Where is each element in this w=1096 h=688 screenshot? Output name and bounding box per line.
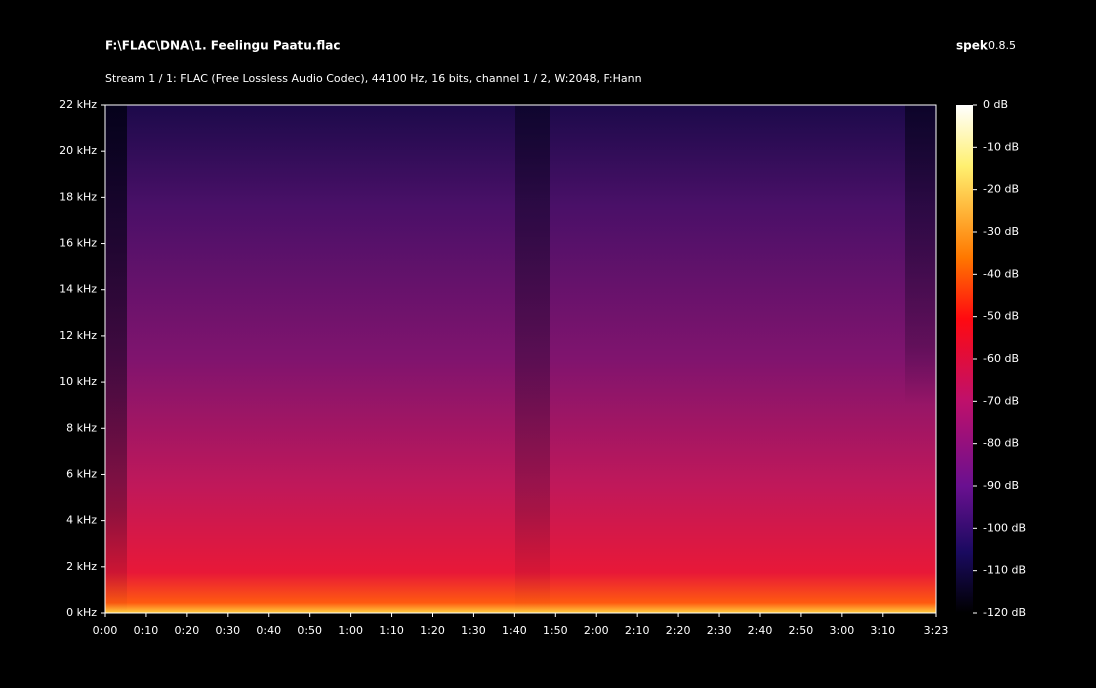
y-tick-label: 16 kHz [59, 237, 97, 250]
colorbar-label: -30 dB [983, 225, 1019, 238]
x-tick-label: 2:50 [789, 624, 814, 637]
colorbar-label: -70 dB [983, 394, 1019, 407]
plot-frame [104, 104, 937, 614]
colorbar-label: -110 dB [983, 564, 1026, 577]
y-tick-label: 14 kHz [59, 283, 97, 296]
x-tick-label: 3:10 [870, 624, 895, 637]
app-version: 0.8.5 [988, 39, 1016, 52]
colorbar-label: -120 dB [983, 606, 1026, 619]
colorbar-label: -10 dB [983, 140, 1019, 153]
x-tick-label: 1:50 [543, 624, 568, 637]
y-tick-label: 18 kHz [59, 190, 97, 203]
colorbar-label: -100 dB [983, 521, 1026, 534]
x-tick-label: 1:40 [502, 624, 527, 637]
x-tick-label: 3:23 [924, 624, 949, 637]
colorbar [956, 105, 973, 613]
y-tick-label: 20 kHz [59, 144, 97, 157]
x-tick-label: 3:00 [829, 624, 854, 637]
x-tick-label: 1:30 [461, 624, 486, 637]
colorbar-label: -40 dB [983, 267, 1019, 280]
x-tick-label: 0:20 [175, 624, 200, 637]
x-tick-label: 0:30 [215, 624, 240, 637]
y-tick-label: 0 kHz [66, 606, 97, 619]
colorbar-label: -50 dB [983, 310, 1019, 323]
x-tick-label: 1:00 [338, 624, 363, 637]
y-tick-label: 10 kHz [59, 375, 97, 388]
y-tick-label: 2 kHz [66, 560, 97, 573]
x-tick-label: 0:40 [256, 624, 281, 637]
spectrogram-shade [905, 105, 936, 405]
y-tick-label: 22 kHz [59, 98, 97, 111]
x-tick-label: 0:00 [93, 624, 118, 637]
colorbar-label: -80 dB [983, 437, 1019, 450]
colorbar-label: -90 dB [983, 479, 1019, 492]
y-tick-label: 12 kHz [59, 329, 97, 342]
x-tick-label: 2:10 [625, 624, 650, 637]
x-tick-label: 2:00 [584, 624, 609, 637]
x-tick-label: 1:20 [420, 624, 445, 637]
x-tick-label: 2:40 [748, 624, 773, 637]
spectrogram-shade [105, 105, 127, 613]
stream-info: Stream 1 / 1: FLAC (Free Lossless Audio … [105, 72, 642, 85]
app-name: spek [956, 39, 989, 53]
x-tick-label: 2:30 [707, 624, 732, 637]
x-tick-label: 0:50 [297, 624, 322, 637]
colorbar-label: -60 dB [983, 352, 1019, 365]
x-tick-label: 1:10 [379, 624, 404, 637]
x-tick-label: 2:20 [666, 624, 691, 637]
colorbar-label: 0 dB [983, 98, 1008, 111]
y-tick-label: 4 kHz [66, 514, 97, 527]
spectrogram-shade [515, 105, 550, 613]
x-tick-label: 0:10 [134, 624, 159, 637]
y-tick-label: 6 kHz [66, 467, 97, 480]
colorbar-label: -20 dB [983, 183, 1019, 196]
file-title: F:\FLAC\DNA\1. Feelingu Paatu.flac [105, 39, 340, 53]
y-tick-label: 8 kHz [66, 421, 97, 434]
